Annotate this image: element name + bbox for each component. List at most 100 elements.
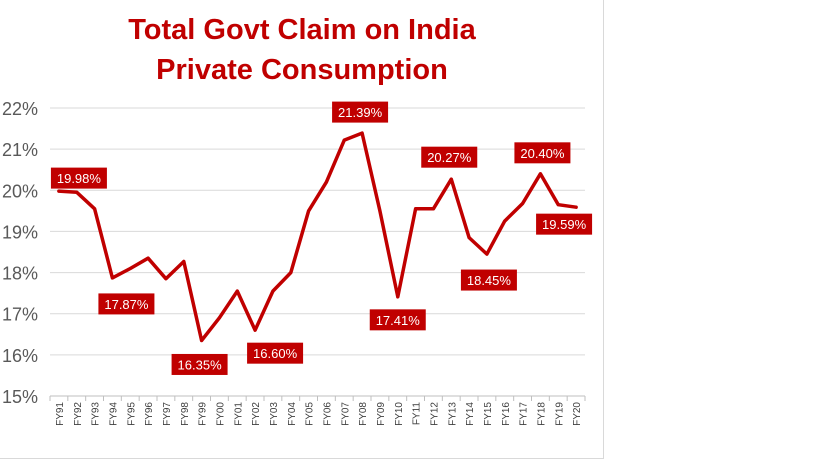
data-point-FY14 — [467, 236, 471, 240]
data-label-box-FY18 — [514, 142, 571, 164]
data-label-FY15: 18.45% — [460, 269, 517, 291]
data-point-FY15 — [485, 252, 489, 256]
chart-title-line-2: Private Consumption — [156, 54, 448, 86]
data-label-text-FY10: 17.41% — [376, 313, 421, 328]
data-point-FY13 — [449, 177, 453, 181]
data-point-FY01 — [235, 289, 239, 293]
x-tick-label-FY18: FY18 — [536, 402, 547, 426]
y-tick-label-6: 21% — [2, 140, 38, 160]
x-tick-label-FY98: FY98 — [180, 402, 191, 426]
x-tick-label-FY20: FY20 — [572, 402, 583, 426]
data-label-text-FY15: 18.45% — [467, 273, 512, 288]
x-tick-label-FY07: FY07 — [340, 402, 351, 426]
data-label-FY91: 19.98% — [50, 167, 107, 189]
data-point-FY02 — [253, 328, 257, 332]
data-point-FY04 — [289, 271, 293, 275]
y-tick-label-0: 15% — [2, 387, 38, 407]
data-point-FY08 — [360, 131, 364, 135]
x-tick-label-FY93: FY93 — [91, 402, 102, 426]
x-tick-label-FY12: FY12 — [429, 402, 440, 426]
y-tick-label-5: 20% — [2, 181, 38, 201]
x-tick-label-FY09: FY09 — [376, 402, 387, 426]
data-point-FY16 — [503, 219, 507, 223]
x-tick-label-FY08: FY08 — [358, 402, 369, 426]
data-label-FY94: 17.87% — [98, 293, 155, 315]
x-tick-label-FY16: FY16 — [501, 402, 512, 426]
x-tick-label-FY13: FY13 — [447, 402, 458, 426]
data-point-FY97 — [164, 277, 168, 281]
y-tick-label-4: 19% — [2, 222, 38, 242]
x-tick-label-FY03: FY03 — [269, 402, 280, 426]
data-point-FY07 — [342, 138, 346, 142]
x-tick-label-FY97: FY97 — [162, 402, 173, 426]
x-tick-label-FY01: FY01 — [233, 402, 244, 426]
x-tick-label-FY14: FY14 — [465, 402, 476, 426]
data-point-FY19 — [556, 203, 560, 207]
data-label-box-FY15 — [460, 269, 517, 291]
data-label-FY18: 20.40% — [514, 142, 571, 164]
data-label-text-FY13: 20.27% — [427, 150, 472, 165]
data-label-text-FY91: 19.98% — [57, 171, 102, 186]
data-label-FY13: 20.27% — [421, 146, 478, 168]
data-point-FY03 — [271, 289, 275, 293]
data-point-FY96 — [146, 256, 150, 260]
data-point-FY09 — [378, 209, 382, 213]
x-tick-label-FY17: FY17 — [519, 402, 530, 426]
data-label-text-FY02: 16.60% — [253, 346, 298, 361]
chart-title: Total Govt Claim on India Private Consum… — [0, 10, 604, 90]
x-tick-label-FY99: FY99 — [198, 402, 209, 426]
data-label-text-FY08: 21.39% — [338, 105, 383, 120]
data-point-FY05 — [307, 209, 311, 213]
data-label-FY20: 19.59% — [536, 213, 593, 235]
data-point-FY12 — [431, 207, 435, 211]
x-tick-label-FY05: FY05 — [305, 402, 316, 426]
data-point-FY91 — [57, 189, 61, 193]
data-label-box-FY13 — [421, 146, 478, 168]
data-label-box-FY08 — [332, 101, 389, 123]
data-point-FY98 — [182, 259, 186, 263]
data-label-FY99: 16.35% — [171, 353, 228, 375]
data-label-FY02: 16.60% — [247, 342, 304, 364]
x-tick-label-FY96: FY96 — [144, 402, 155, 426]
x-tick-label-FY06: FY06 — [322, 402, 333, 426]
data-point-FY11 — [414, 207, 418, 211]
data-point-FY92 — [75, 190, 79, 194]
data-point-FY06 — [324, 180, 328, 184]
data-label-text-FY18: 20.40% — [520, 146, 565, 161]
x-tick-label-FY02: FY02 — [251, 402, 262, 426]
series-line — [57, 131, 578, 343]
data-point-FY10 — [396, 295, 400, 299]
data-point-FY18 — [538, 172, 542, 176]
y-tick-label-2: 17% — [2, 305, 38, 325]
data-label-text-FY20: 19.59% — [542, 217, 587, 232]
x-tick-label-FY00: FY00 — [215, 402, 226, 426]
x-tick-label-FY10: FY10 — [394, 402, 405, 426]
data-label-box-FY10 — [369, 309, 426, 331]
x-tick-label-FY04: FY04 — [287, 402, 298, 426]
data-point-FY20 — [574, 205, 578, 209]
data-label-box-FY02 — [247, 342, 304, 364]
x-tick-label-FY92: FY92 — [73, 402, 84, 426]
x-tick-label-FY11: FY11 — [412, 402, 423, 426]
data-label-FY10: 17.41% — [369, 309, 426, 331]
x-tick-label-FY91: FY91 — [55, 402, 66, 426]
data-label-text-FY94: 17.87% — [104, 297, 149, 312]
chart-frame — [0, 0, 604, 459]
y-tick-label-1: 16% — [2, 346, 38, 366]
chart-title-line-1: Total Govt Claim on India — [128, 14, 476, 46]
data-point-FY99 — [200, 338, 204, 342]
x-tick-label-FY94: FY94 — [108, 402, 119, 426]
data-label-box-FY20 — [536, 213, 593, 235]
data-point-FY17 — [521, 201, 525, 205]
y-tick-label-7: 22% — [2, 99, 38, 119]
data-point-FY93 — [93, 207, 97, 211]
data-label-FY08: 21.39% — [332, 101, 389, 123]
data-label-text-FY99: 16.35% — [178, 357, 223, 372]
x-tick-label-FY15: FY15 — [483, 402, 494, 426]
data-label-box-FY91 — [50, 167, 107, 189]
data-label-box-FY94 — [98, 293, 155, 315]
data-point-FY94 — [110, 276, 114, 280]
data-label-box-FY99 — [171, 353, 228, 375]
y-tick-label-3: 18% — [2, 264, 38, 284]
